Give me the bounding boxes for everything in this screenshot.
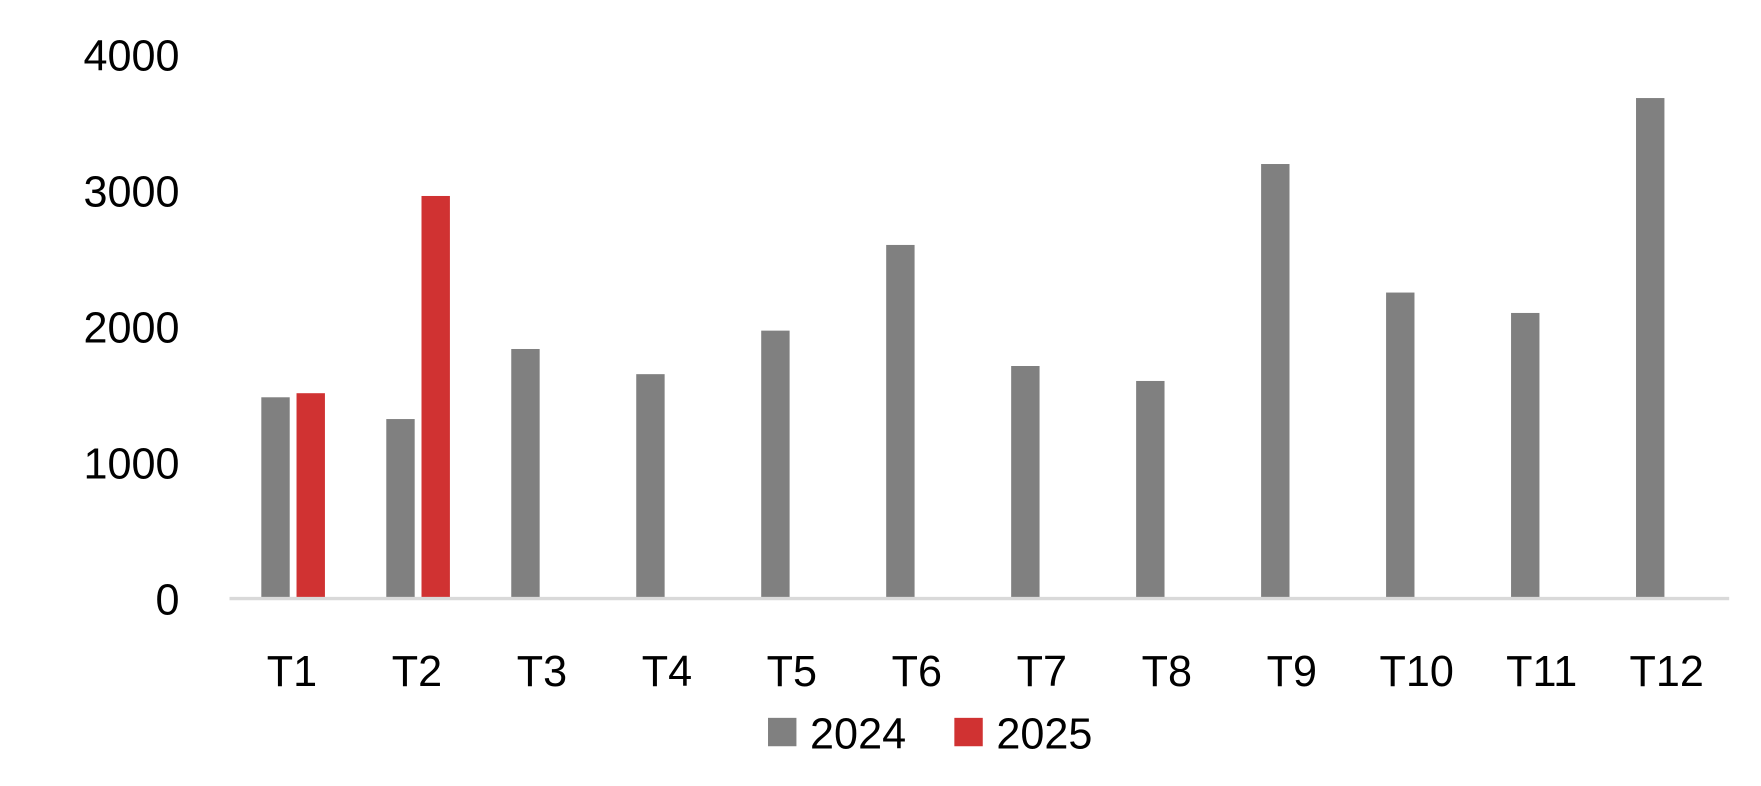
legend-label: 2024 — [810, 711, 906, 759]
bar-2024-T7 — [1011, 365, 1040, 599]
bars — [261, 98, 1665, 599]
bar-2024-T6 — [886, 244, 915, 599]
x-tick-label: T8 — [1142, 648, 1192, 696]
y-tick-label: 2000 — [83, 304, 179, 352]
bar-2024-T8 — [1136, 380, 1165, 599]
bar-2025-T2 — [421, 195, 450, 599]
y-tick-label: 0 — [155, 576, 179, 624]
y-tick-label: 3000 — [83, 168, 179, 216]
x-tick-label: T1 — [267, 648, 317, 696]
y-tick-label: 1000 — [83, 440, 179, 488]
x-tick-label: T3 — [517, 648, 567, 696]
x-tick-label: T11 — [1506, 648, 1577, 696]
x-tick-label: T2 — [392, 648, 442, 696]
x-tick-label: T7 — [1017, 648, 1067, 696]
legend-label: 2025 — [996, 711, 1092, 759]
bar-2024-T12 — [1636, 98, 1665, 599]
bar-2024-T1 — [261, 397, 290, 599]
bar-2024-T9 — [1261, 164, 1290, 599]
bar-2024-T4 — [636, 374, 665, 599]
legend: 2024 2025 — [768, 711, 1092, 759]
bar-2024-T10 — [1386, 292, 1415, 599]
x-tick-label: T10 — [1380, 648, 1454, 696]
legend-swatch-2025 — [954, 717, 983, 747]
y-tick-label: 4000 — [83, 32, 179, 80]
x-tick-label: T5 — [767, 648, 817, 696]
y-axis-ticks: 0 1000 2000 3000 4000 — [83, 32, 179, 624]
x-tick-label: T6 — [892, 648, 942, 696]
bar-2024-T5 — [761, 330, 790, 599]
x-tick-label: T4 — [642, 648, 692, 696]
bar-2025-T1 — [296, 393, 325, 599]
legend-swatch-2024 — [768, 717, 797, 747]
bar-2024-T3 — [511, 348, 540, 599]
bar-2024-T11 — [1511, 312, 1540, 599]
x-tick-label: T12 — [1630, 648, 1704, 696]
x-axis-labels: T1 T2 T3 T4 T5 T6 T7 T8 T9 T10 T11 T12 — [267, 648, 1704, 696]
x-tick-label: T9 — [1267, 648, 1317, 696]
bar-2024-T2 — [386, 419, 415, 599]
